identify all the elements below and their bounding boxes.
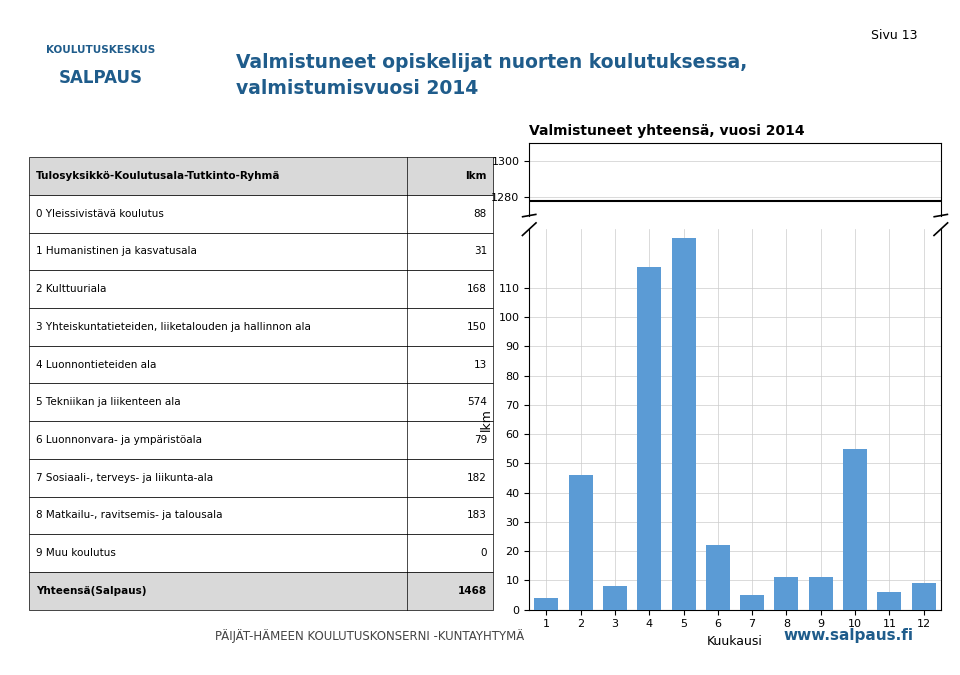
Text: 8 Matkailu-, ravitsemis- ja talousala: 8 Matkailu-, ravitsemis- ja talousala	[36, 510, 223, 520]
X-axis label: Kuukausi: Kuukausi	[708, 635, 763, 648]
Text: 2 Kulttuuriala: 2 Kulttuuriala	[36, 284, 107, 294]
Bar	[775, 578, 799, 610]
Bar	[843, 449, 867, 610]
Text: 1 Humanistinen ja kasvatusala: 1 Humanistinen ja kasvatusala	[36, 246, 197, 256]
Bar	[29, 270, 492, 308]
Bar	[29, 195, 492, 232]
Text: 0: 0	[480, 548, 487, 558]
Bar	[29, 572, 492, 610]
Bar	[740, 595, 764, 610]
Text: 4 Luonnontieteiden ala: 4 Luonnontieteiden ala	[36, 360, 156, 369]
Text: 5 Tekniikan ja liikenteen ala: 5 Tekniikan ja liikenteen ala	[36, 397, 180, 407]
Bar	[29, 459, 492, 497]
Text: PÄIJÄT-HÄMEEN KOULUTUSKONSERNI -KUNTAYHTYMÄ: PÄIJÄT-HÄMEEN KOULUTUSKONSERNI -KUNTAYHT…	[215, 628, 524, 643]
Text: SALPAUS: SALPAUS	[59, 69, 143, 87]
Bar	[535, 598, 559, 610]
Text: Valmistuneet yhteensä, vuosi 2014: Valmistuneet yhteensä, vuosi 2014	[529, 124, 804, 138]
Text: 150: 150	[468, 322, 487, 332]
Text: 168: 168	[467, 284, 487, 294]
Bar	[29, 383, 492, 421]
Bar	[637, 267, 661, 610]
Bar	[29, 232, 492, 270]
Text: 574: 574	[467, 397, 487, 407]
Text: 3 Yhteiskuntatieteiden, liiketalouden ja hallinnon ala: 3 Yhteiskuntatieteiden, liiketalouden ja…	[36, 322, 311, 332]
Text: www.salpaus.fi: www.salpaus.fi	[783, 628, 913, 643]
Text: 31: 31	[473, 246, 487, 256]
Text: 1468: 1468	[458, 586, 487, 596]
Bar	[568, 475, 592, 610]
Bar	[877, 592, 901, 610]
Bar	[29, 308, 492, 346]
Text: 88: 88	[473, 209, 487, 219]
Text: KOULUTUSKESKUS: KOULUTUSKESKUS	[46, 45, 156, 55]
Bar	[29, 421, 492, 459]
Y-axis label: lkm: lkm	[480, 408, 492, 431]
Text: 7 Sosiaali-, terveys- ja liikunta-ala: 7 Sosiaali-, terveys- ja liikunta-ala	[36, 472, 213, 483]
Text: Valmistuneet opiskelijat nuorten koulutuksessa,
valmistumisvuosi 2014: Valmistuneet opiskelijat nuorten koulutu…	[236, 53, 747, 99]
Text: Sivu 13: Sivu 13	[872, 29, 918, 42]
Text: 9 Muu koulutus: 9 Muu koulutus	[36, 548, 116, 558]
Bar	[672, 238, 696, 610]
Text: 182: 182	[467, 472, 487, 483]
Text: 183: 183	[467, 510, 487, 520]
Bar	[808, 578, 832, 610]
Bar	[29, 534, 492, 572]
Text: 79: 79	[473, 435, 487, 445]
Text: Yhteensä(Salpaus): Yhteensä(Salpaus)	[36, 586, 147, 596]
Bar	[912, 583, 936, 610]
Text: 13: 13	[473, 360, 487, 369]
Bar	[603, 587, 627, 610]
Text: Tulosyksikkö-Koulutusala-Tutkinto-Ryhmä: Tulosyksikkö-Koulutusala-Tutkinto-Ryhmä	[36, 171, 280, 181]
Bar	[29, 497, 492, 534]
Bar	[706, 545, 730, 610]
Bar	[29, 157, 492, 195]
Text: 0 Yleissivistävä koulutus: 0 Yleissivistävä koulutus	[36, 209, 164, 219]
Text: lkm: lkm	[466, 171, 487, 181]
Bar	[29, 346, 492, 383]
Text: 6 Luonnonvara- ja ympäristöala: 6 Luonnonvara- ja ympäristöala	[36, 435, 203, 445]
